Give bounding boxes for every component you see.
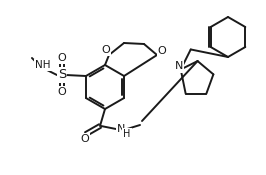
- Text: N: N: [117, 124, 125, 134]
- Text: S: S: [58, 68, 66, 82]
- Text: H: H: [123, 129, 131, 139]
- Text: O: O: [102, 45, 110, 55]
- Text: O: O: [57, 87, 66, 97]
- Text: NH: NH: [35, 60, 51, 70]
- Text: O: O: [81, 134, 89, 144]
- Text: O: O: [158, 46, 166, 56]
- Text: N: N: [174, 61, 183, 71]
- Text: O: O: [57, 53, 66, 63]
